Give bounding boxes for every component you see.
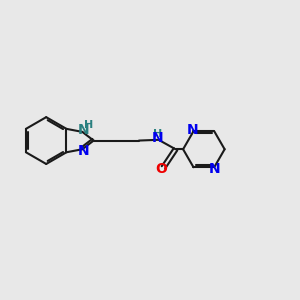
Text: N: N <box>78 144 89 158</box>
Text: N: N <box>209 162 221 176</box>
Text: O: O <box>155 162 167 176</box>
Text: N: N <box>78 123 89 137</box>
Text: H: H <box>85 121 94 130</box>
Text: N: N <box>187 123 199 137</box>
Text: H: H <box>153 129 162 139</box>
Text: N: N <box>152 131 164 145</box>
